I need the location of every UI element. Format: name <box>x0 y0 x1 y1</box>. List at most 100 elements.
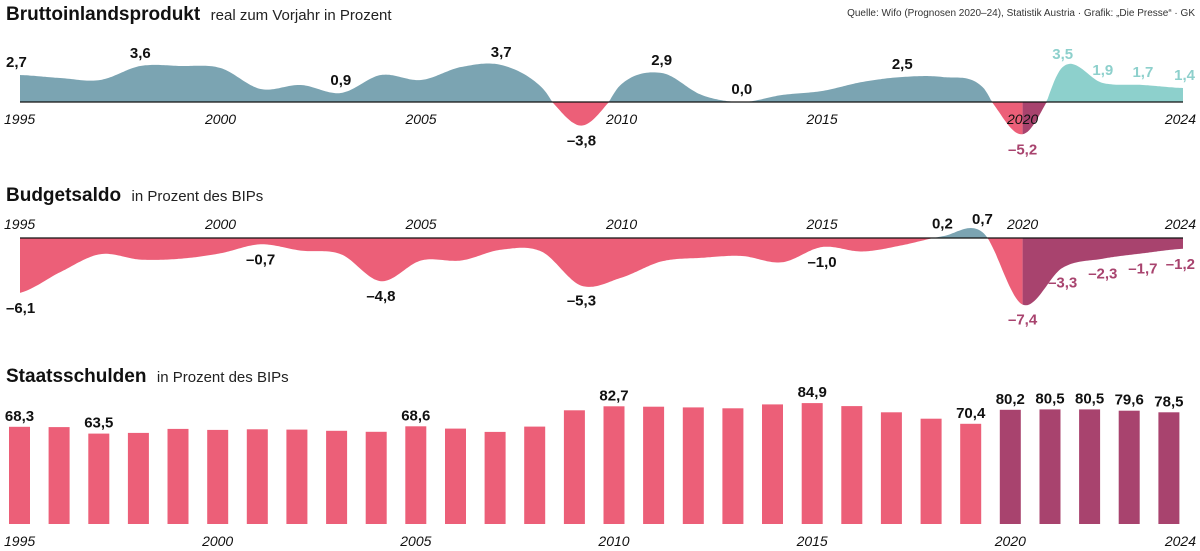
gdp-tick-label: 2015 <box>805 111 837 127</box>
gdp-tick-label: 2024 <box>1164 111 1196 127</box>
gdp-value-label: 3,6 <box>130 45 151 62</box>
debt-bar <box>484 431 506 524</box>
debt-value-label: 84,9 <box>798 384 827 401</box>
budget-tick-label: 2000 <box>204 216 236 232</box>
budget-subtitle: in Prozent des BIPs <box>132 188 264 205</box>
budget-value-label: –3,3 <box>1048 275 1077 292</box>
budget-tick-label: 2020 <box>1006 216 1038 232</box>
debt-value-label: 80,2 <box>996 391 1025 408</box>
debt-value-label: 68,3 <box>5 408 34 425</box>
debt-bar <box>9 426 30 524</box>
budget-value-label: –0,7 <box>246 251 275 268</box>
debt-bar <box>1039 409 1061 524</box>
budget-tick-label: 2005 <box>404 216 436 232</box>
budget-area-positive <box>20 228 1023 238</box>
debt-bar <box>167 428 189 524</box>
debt-value-label: 79,6 <box>1115 392 1144 409</box>
budget-value-label: 0,7 <box>972 211 993 228</box>
budget-tick-label: 2015 <box>805 216 837 232</box>
gdp-value-label: 1,7 <box>1132 64 1153 81</box>
debt-heading: Staatsschulden in Prozent des BIPs <box>6 366 289 387</box>
debt-bar <box>127 432 149 524</box>
budget-title: Budgetsaldo <box>6 185 121 206</box>
gdp-value-label: –5,2 <box>1008 141 1037 158</box>
debt-bar <box>801 403 823 524</box>
budget-tick-label: 2010 <box>605 216 637 232</box>
debt-bar <box>841 406 863 524</box>
gdp-value-label: –3,8 <box>567 133 596 150</box>
debt-value-label: 68,6 <box>401 407 430 424</box>
budget-value-label: –6,1 <box>6 300 35 317</box>
debt-bar <box>762 404 783 524</box>
debt-tick-label: 2010 <box>597 533 629 549</box>
gdp-value-label: 0,9 <box>330 72 351 89</box>
debt-bar <box>999 409 1021 524</box>
gdp-area-positive <box>20 63 1023 102</box>
gdp-tick-label: 2020 <box>1006 111 1038 127</box>
budget-value-label: –7,4 <box>1008 312 1038 329</box>
debt-bar <box>682 407 704 524</box>
debt-tick-label: 2015 <box>796 533 828 549</box>
budget-value-label: –1,2 <box>1166 256 1195 273</box>
debt-bar <box>326 430 348 524</box>
budget-tick-label: 1995 <box>4 216 35 232</box>
debt-bar <box>48 427 70 524</box>
debt-bar <box>286 429 308 524</box>
debt-bar <box>1118 410 1140 524</box>
debt-bar <box>246 429 268 524</box>
gdp-chart: Bruttoinlandsprodukt real zum Vorjahr in… <box>4 4 1196 158</box>
debt-bar <box>524 426 546 524</box>
debt-tick-label: 2020 <box>994 533 1026 549</box>
debt-bar <box>563 410 585 524</box>
debt-bar <box>1158 412 1180 524</box>
debt-tick-label: 1995 <box>4 533 35 549</box>
gdp-forecast-area-positive <box>1022 63 1183 102</box>
budget-forecast-area-negative <box>1022 238 1183 306</box>
gdp-area-negative <box>20 102 1023 135</box>
budget-value-label: –2,3 <box>1088 266 1117 283</box>
debt-bar <box>920 418 942 524</box>
debt-bar <box>603 406 625 524</box>
source-credit: Quelle: Wifo (Prognosen 2020–24), Statis… <box>847 8 1195 19</box>
gdp-tick-label: 2005 <box>404 111 436 127</box>
gdp-heading: Bruttoinlandsprodukt real zum Vorjahr in… <box>6 4 392 25</box>
budget-value-label: –1,7 <box>1128 260 1157 277</box>
budget-tick-label: 2024 <box>1164 216 1196 232</box>
gdp-forecast-area-negative <box>1022 102 1183 135</box>
gdp-value-label: 1,4 <box>1174 67 1196 84</box>
debt-value-label: 82,7 <box>599 387 628 404</box>
gdp-tick-label: 1995 <box>4 111 35 127</box>
debt-bar <box>722 408 744 524</box>
debt-value-label: 78,5 <box>1154 393 1183 410</box>
debt-plot: 68,3 63,5 68,6 82,7 84,9 70,4 80,2 80,5 80,5 79,6… <box>4 384 1196 549</box>
gdp-subtitle: real zum Vorjahr in Prozent <box>211 7 393 24</box>
budget-value-label: –5,3 <box>567 293 596 310</box>
gdp-tick-label: 2010 <box>605 111 637 127</box>
debt-bar <box>88 433 110 524</box>
budget-value-label: –4,8 <box>366 288 395 305</box>
gdp-plot: 1995 2000 2005 2010 2015 2020 2024 2,7 3,6 0,9 3,7… <box>4 44 1196 158</box>
gdp-value-label: 3,5 <box>1052 46 1073 63</box>
budget-value-label: –1,0 <box>807 254 836 271</box>
debt-chart: Staatsschulden in Prozent des BIPs 68,3 6… <box>4 366 1196 549</box>
gdp-value-label: 2,9 <box>651 52 672 69</box>
budget-value-label: 0,2 <box>932 215 953 232</box>
debt-tick-label: 2024 <box>1164 533 1196 549</box>
gdp-value-label: 1,9 <box>1092 62 1113 79</box>
gdp-value-label: 3,7 <box>491 44 512 61</box>
debt-tick-label: 2005 <box>399 533 431 549</box>
debt-title: Staatsschulden <box>6 366 146 387</box>
debt-tick-label: 2000 <box>201 533 233 549</box>
debt-bar <box>643 406 665 524</box>
gdp-value-label: 2,7 <box>6 54 27 71</box>
debt-value-label: 80,5 <box>1035 390 1064 407</box>
debt-subtitle: in Prozent des BIPs <box>157 369 289 386</box>
debt-bar <box>207 429 229 524</box>
debt-value-label: 70,4 <box>956 405 986 422</box>
debt-bar <box>880 412 902 524</box>
gdp-title: Bruttoinlandsprodukt <box>6 4 201 25</box>
debt-bar <box>1079 409 1101 524</box>
debt-value-label: 63,5 <box>84 415 113 432</box>
budget-chart: Budgetsaldo in Prozent des BIPs 1995 2000… <box>4 185 1196 329</box>
